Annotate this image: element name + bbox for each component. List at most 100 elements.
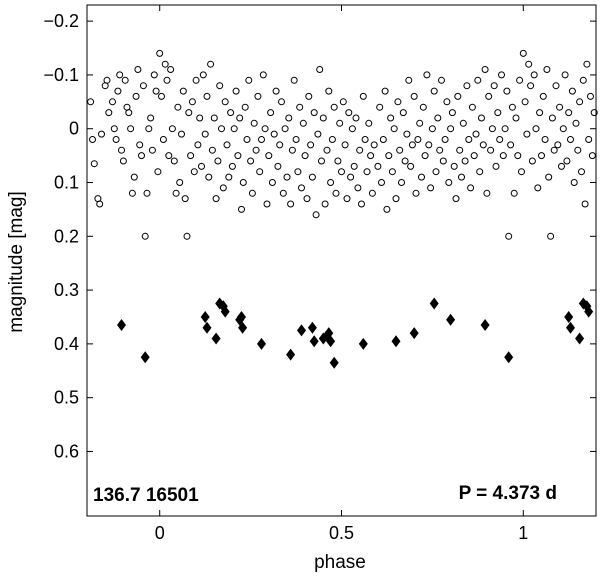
open-circle-point [418,173,425,181]
open-circle-point [368,189,376,197]
open-circle-point [468,103,476,111]
open-circle-point [130,173,138,181]
open-circle-point [336,119,344,127]
open-circle-point [523,130,531,138]
open-circle-point [281,125,289,133]
open-circle-point [207,60,215,68]
open-circle-point [448,109,456,117]
open-circle-point [230,125,238,133]
open-circle-point [305,92,313,100]
open-circle-point [176,179,184,186]
open-circle-point [201,130,209,138]
open-circle-point [405,76,413,84]
open-circle-point [150,71,158,79]
open-circle-point [265,152,273,160]
open-circle-point [516,76,524,84]
open-circle-point [410,92,418,100]
open-circle-point [247,157,255,165]
open-circle-point [525,60,533,68]
open-circle-point [303,195,311,203]
open-circle-point [254,92,262,100]
open-circle-point [528,157,536,165]
open-circle-point [590,109,598,117]
open-circle-point [161,60,169,68]
open-circle-point [318,157,325,165]
filled-diamond-point [220,305,230,318]
open-circle-point [388,168,396,176]
filled-diamond-point [409,327,419,340]
open-circle-point [416,119,424,127]
open-circle-point [179,87,187,95]
open-circle-point [185,109,193,117]
y-tick-label: 0.3 [54,280,79,300]
open-circle-point [445,179,453,186]
open-circle-point [419,103,427,111]
open-circle-point [343,195,351,203]
open-circle-point [576,98,584,106]
open-circle-point [412,189,420,197]
open-circle-point [438,76,445,84]
open-circle-point [370,141,378,149]
open-circle-point [170,157,178,165]
open-circle-point [539,92,547,100]
open-circle-point [530,71,538,79]
open-circle-point [90,160,98,168]
open-circle-point [570,179,578,186]
open-circle-point [290,76,298,84]
open-circle-point [434,114,442,122]
open-circle-point [225,173,233,181]
open-circle-point [378,179,385,186]
open-circle-point [112,136,120,143]
open-circle-point [261,125,269,133]
open-circle-point [463,82,471,90]
open-circle-point [494,109,502,117]
open-circle-point [403,130,411,138]
open-circle-point [268,179,276,186]
filled-diamond-point [117,319,126,331]
open-circle-point [218,125,225,133]
open-circle-point [316,66,324,73]
open-circle-point [199,71,207,79]
open-circle-point [125,109,133,117]
open-circle-point [561,71,569,79]
open-circle-point [534,184,542,192]
open-circle-point [321,200,329,208]
open-circle-point [367,152,375,160]
open-circle-point [470,152,478,160]
open-circle-point [567,136,574,143]
open-circle-point [147,114,155,122]
y-tick-label: −0.2 [43,11,79,31]
open-circle-point [216,82,224,90]
open-circle-point [374,162,382,170]
open-circle-point [572,119,580,127]
open-circle-point [518,168,525,176]
open-circle-point [339,98,347,106]
open-circle-point [187,152,195,160]
open-circle-point [383,205,391,213]
open-circle-point [348,125,356,133]
y-tick-label: 0.2 [54,226,79,246]
open-circle-point [519,49,527,57]
open-circle-point [310,109,318,117]
open-circle-point [292,136,300,143]
open-circle-point [552,82,560,90]
open-circle-point [221,98,229,106]
open-circle-point [545,173,553,181]
open-circle-point [118,146,125,154]
open-circle-point [165,152,173,160]
star-id-annotation: 136.7 16501 [93,485,199,506]
open-circle-point [127,125,135,133]
open-circle-point [510,189,518,197]
open-circle-point [250,119,258,127]
open-circle-point [443,98,451,106]
open-circle-point [285,114,293,122]
open-circle-point [128,189,136,197]
open-circle-point [139,82,147,90]
open-circle-point [210,114,218,122]
open-circle-point [379,136,387,143]
open-circle-point [474,76,482,84]
open-circle-point [208,146,216,154]
open-circle-point [158,92,165,100]
open-circle-point [243,136,251,143]
open-circle-point [270,130,278,138]
